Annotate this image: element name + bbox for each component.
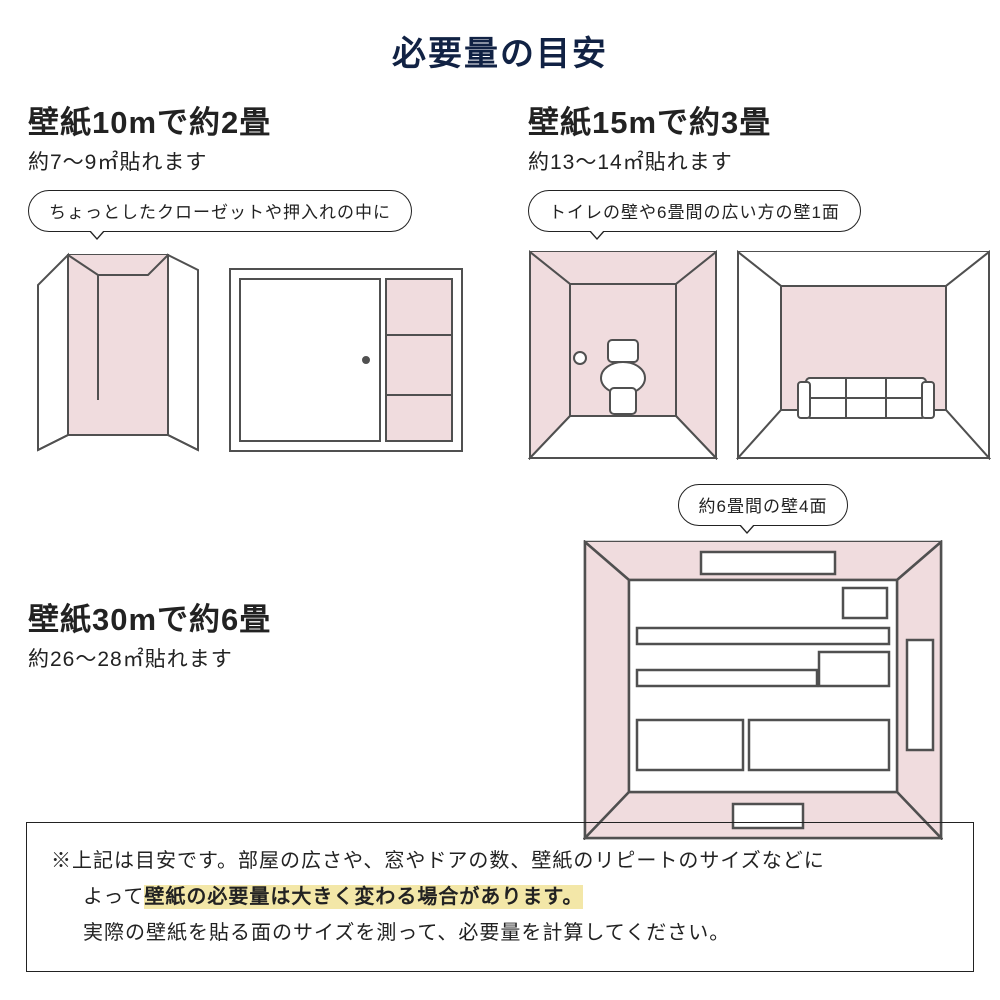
note-line-3: 実際の壁紙を貼る面のサイズを測って、必要量を計算してください。 [51,915,949,951]
bubble-30m: 約6畳間の壁4面 [678,484,849,526]
note-line-2a: よって [83,886,144,908]
living-room-icon [736,250,991,460]
heading-30m: 壁紙30mで約6畳 [28,594,498,639]
cell-15m: 壁紙15mで約3畳 約13～14㎡貼れます トイレの壁や6畳間の広い方の壁1面 [528,97,998,460]
cabinet-icon [226,265,466,455]
note-highlight: 壁紙の必要量は大きく変わる場合があります。 [144,885,583,909]
cell-30m-illus: 約6畳間の壁4面 [528,480,998,840]
illus-15m [528,250,998,460]
cell-10m: 壁紙10mで約2畳 約7～9㎡貼れます ちょっとしたクローゼットや押入れの中に [28,97,498,460]
room-4walls-icon [583,540,943,840]
sub-15m: 約13～14㎡貼れます [528,146,998,176]
note-box: ※上記は目安です。部屋の広さや、窓やドアの数、壁紙のリピートのサイズなどに よっ… [26,822,974,972]
heading-15m: 壁紙15mで約3畳 [528,97,998,142]
heading-10m: 壁紙10mで約2畳 [28,97,498,142]
bubble-10m: ちょっとしたクローゼットや押入れの中に [28,190,412,232]
bubble-15m: トイレの壁や6畳間の広い方の壁1面 [528,190,861,232]
toilet-room-icon [528,250,718,460]
note-line-1: ※上記は目安です。部屋の広さや、窓やドアの数、壁紙のリピートのサイズなどに [51,843,949,879]
sub-10m: 約7～9㎡貼れます [28,146,498,176]
page-title: 必要量の目安 [0,0,1000,97]
closet-icon [28,250,208,455]
cell-30m: 壁紙30mで約6畳 約26～28㎡貼れます [28,480,498,800]
illus-10m [28,250,498,455]
size-grid: 壁紙10mで約2畳 約7～9㎡貼れます ちょっとしたクローゼットや押入れの中に [0,97,1000,840]
sub-30m: 約26～28㎡貼れます [28,643,498,673]
note-line-2: よって壁紙の必要量は大きく変わる場合があります。 [51,879,949,915]
